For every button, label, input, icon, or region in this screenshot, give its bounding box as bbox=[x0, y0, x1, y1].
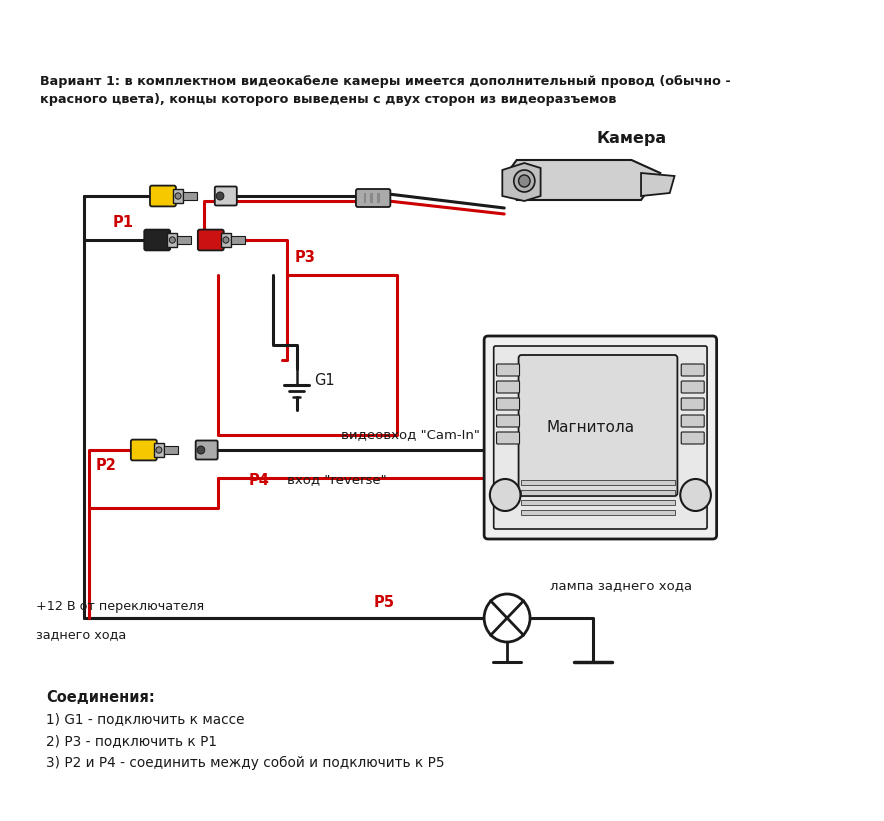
FancyBboxPatch shape bbox=[519, 355, 677, 496]
FancyBboxPatch shape bbox=[497, 381, 520, 393]
Text: Соединения:: Соединения: bbox=[46, 690, 155, 705]
FancyBboxPatch shape bbox=[493, 346, 707, 529]
Bar bbox=[522, 480, 674, 485]
FancyBboxPatch shape bbox=[356, 189, 391, 207]
Text: Камера: Камера bbox=[597, 131, 667, 146]
Text: красного цвета), концы которого выведены с двух сторон из видеоразъемов: красного цвета), концы которого выведены… bbox=[40, 93, 616, 106]
Text: Магнитола: Магнитола bbox=[546, 420, 635, 435]
Text: видеовход "Cam-In": видеовход "Cam-In" bbox=[341, 429, 480, 442]
Bar bbox=[363, 193, 367, 203]
FancyBboxPatch shape bbox=[484, 336, 717, 539]
FancyBboxPatch shape bbox=[682, 381, 705, 393]
Circle shape bbox=[197, 446, 205, 454]
Bar bbox=[370, 193, 373, 203]
Circle shape bbox=[519, 175, 530, 187]
FancyBboxPatch shape bbox=[682, 432, 705, 444]
FancyBboxPatch shape bbox=[682, 364, 705, 376]
Bar bbox=[231, 236, 245, 244]
Bar bbox=[173, 189, 183, 204]
Text: P2: P2 bbox=[95, 457, 117, 473]
Bar bbox=[377, 193, 380, 203]
Text: +12 В от переключателя: +12 В от переключателя bbox=[36, 600, 204, 613]
FancyBboxPatch shape bbox=[144, 230, 171, 250]
Bar bbox=[522, 500, 674, 505]
Circle shape bbox=[175, 193, 181, 200]
FancyBboxPatch shape bbox=[497, 415, 520, 427]
Circle shape bbox=[156, 447, 162, 453]
Bar bbox=[183, 192, 197, 200]
FancyBboxPatch shape bbox=[198, 230, 224, 250]
Text: P4: P4 bbox=[248, 473, 270, 488]
Circle shape bbox=[170, 236, 175, 243]
Bar bbox=[154, 443, 164, 457]
Bar bbox=[522, 490, 674, 495]
Text: 1) G1 - подключить к массе: 1) G1 - подключить к массе bbox=[46, 712, 244, 726]
FancyBboxPatch shape bbox=[682, 398, 705, 410]
Circle shape bbox=[490, 479, 521, 511]
FancyBboxPatch shape bbox=[497, 398, 520, 410]
Text: G1: G1 bbox=[314, 373, 334, 388]
FancyBboxPatch shape bbox=[131, 439, 156, 461]
Polygon shape bbox=[502, 163, 541, 201]
FancyBboxPatch shape bbox=[215, 186, 237, 205]
FancyBboxPatch shape bbox=[497, 364, 520, 376]
Text: P5: P5 bbox=[373, 594, 394, 609]
Bar bbox=[167, 232, 178, 247]
FancyBboxPatch shape bbox=[682, 415, 705, 427]
Text: P1: P1 bbox=[113, 214, 133, 230]
FancyBboxPatch shape bbox=[195, 441, 217, 460]
Text: заднего хода: заднего хода bbox=[36, 628, 126, 641]
Text: 3) Р2 и Р4 - соединить между собой и подключить к Р5: 3) Р2 и Р4 - соединить между собой и под… bbox=[46, 756, 445, 770]
Circle shape bbox=[223, 236, 229, 243]
Text: лампа заднего хода: лампа заднего хода bbox=[550, 580, 692, 593]
Text: P3: P3 bbox=[294, 250, 316, 265]
Bar bbox=[522, 510, 674, 515]
Polygon shape bbox=[507, 160, 660, 200]
Bar bbox=[221, 232, 231, 247]
Circle shape bbox=[514, 170, 535, 192]
Circle shape bbox=[681, 479, 711, 511]
Circle shape bbox=[484, 594, 530, 642]
Text: вход "reverse": вход "reverse" bbox=[287, 474, 386, 487]
FancyBboxPatch shape bbox=[497, 432, 520, 444]
Bar bbox=[164, 446, 178, 454]
Circle shape bbox=[217, 192, 224, 200]
Polygon shape bbox=[641, 173, 674, 196]
FancyBboxPatch shape bbox=[150, 186, 176, 206]
Text: 2) Р3 - подключить к Р1: 2) Р3 - подключить к Р1 bbox=[46, 734, 217, 748]
Bar bbox=[178, 236, 192, 244]
Text: Вариант 1: в комплектном видеокабеле камеры имеется дополнительный провод (обычн: Вариант 1: в комплектном видеокабеле кам… bbox=[40, 75, 731, 88]
